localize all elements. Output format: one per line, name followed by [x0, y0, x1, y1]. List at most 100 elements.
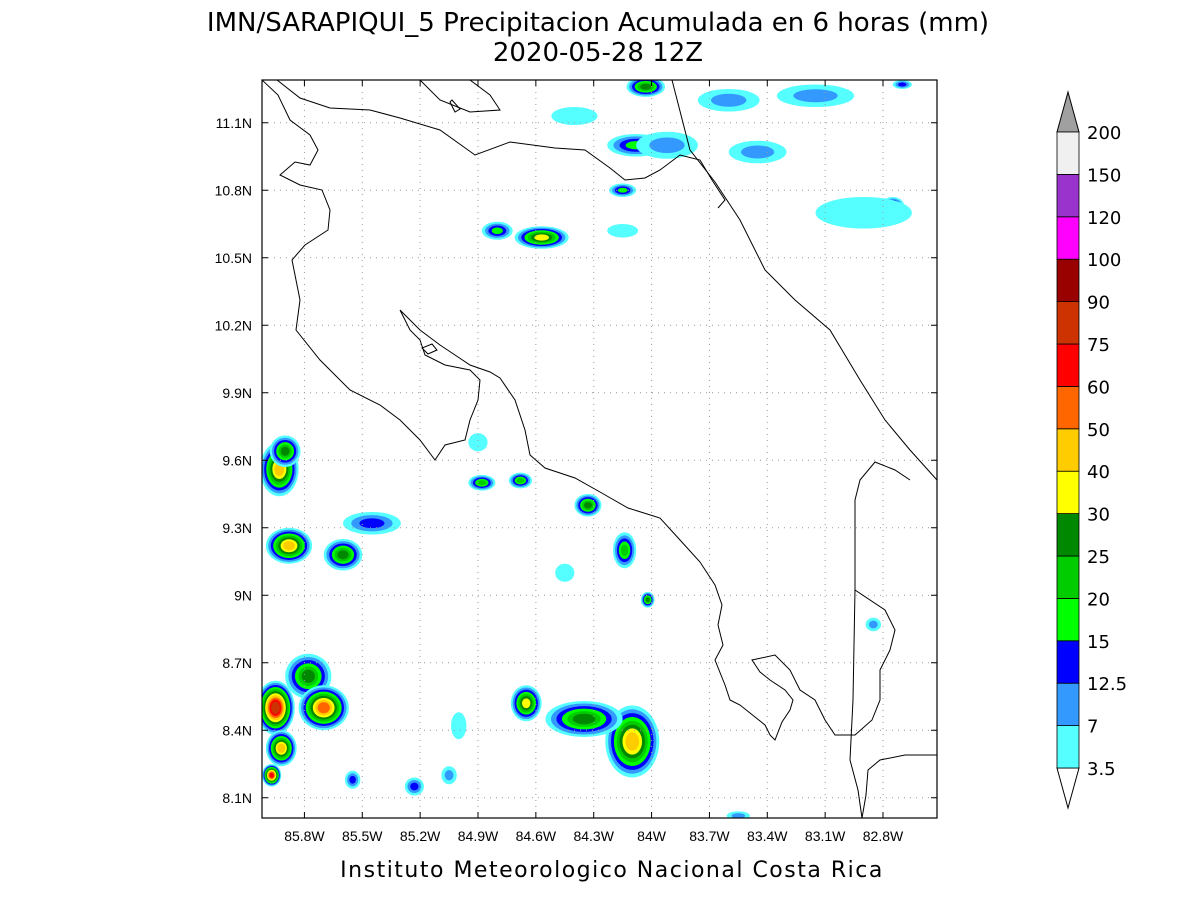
colorbar-swatch-1 — [1056, 682, 1080, 727]
burica-peninsula — [861, 754, 937, 818]
precip-cell-2 — [265, 527, 313, 564]
precip-cell-29-level-0 — [815, 196, 912, 229]
lake-nicaragua-shore — [419, 80, 501, 113]
colorbar-swatch-3 — [1056, 598, 1080, 642]
precip-cell-26-level-1 — [711, 93, 747, 107]
precip-cell-14 — [481, 221, 513, 240]
precip-cell-27 — [776, 84, 855, 108]
precip-cell-34 — [451, 712, 467, 740]
precip-cell-34-level-0 — [451, 712, 467, 740]
precip-cell-30 — [551, 107, 598, 125]
precip-cell-1 — [269, 435, 301, 468]
y-tick-label-6: 9.9N — [222, 385, 252, 401]
precip-cell-3 — [323, 538, 363, 571]
colorbar-swatch-0 — [1056, 725, 1080, 769]
precip-cell-36 — [468, 433, 488, 452]
precip-cell-13 — [514, 226, 569, 249]
y-tick-label-8: 10.5N — [215, 250, 252, 266]
precip-cell-7 — [298, 685, 349, 731]
y-tick-label-0: 8.1N — [222, 790, 252, 806]
colorbar-label-10: 75 — [1087, 335, 1110, 356]
colorbar-label-1: 7 — [1087, 717, 1098, 738]
precip-cell-20-level-5 — [640, 83, 652, 90]
x-tick-label-1: 85.5W — [342, 828, 383, 844]
x-tick-label-3: 84.9W — [458, 828, 499, 844]
precip-cell-12-level-6 — [522, 698, 531, 709]
precip-cell-32 — [404, 777, 424, 796]
precip-cell-35-level-0 — [555, 563, 575, 582]
x-tick-label-10: 82.8W — [863, 828, 904, 844]
map-background — [262, 80, 937, 818]
colorbar-label-15: 200 — [1087, 123, 1121, 144]
colorbar-label-4: 20 — [1087, 589, 1110, 610]
colorbar-label-14: 150 — [1087, 165, 1121, 186]
precip-cell-37-level-1 — [868, 620, 878, 629]
precip-cell-25 — [892, 80, 912, 89]
colorbar-under-arrow — [1056, 767, 1080, 810]
precip-cell-33-level-1 — [444, 770, 454, 781]
precip-cell-14-level-3 — [491, 227, 503, 235]
precip-cell-5-level-10 — [271, 701, 280, 714]
precip-cell-5 — [262, 680, 295, 735]
precip-cell-16 — [468, 474, 496, 491]
colorbar-swatch-8 — [1056, 385, 1080, 430]
precip-cell-37 — [865, 617, 882, 632]
colorbar-swatch-9 — [1056, 343, 1080, 387]
precip-cell-27-level-1 — [793, 89, 838, 103]
precip-cell-1-level-5 — [280, 446, 290, 456]
precip-cell-10 — [605, 705, 660, 778]
precipitation-field — [262, 80, 912, 818]
colorbar-label-2: 12.5 — [1087, 674, 1127, 695]
colorbar-swatch-2 — [1056, 640, 1080, 684]
precip-cell-39-level-0 — [607, 223, 639, 238]
precip-cell-30-level-0 — [551, 107, 598, 125]
precip-cell-31 — [344, 770, 361, 789]
precip-cell-38-level-1 — [731, 813, 746, 818]
colorbar-label-6: 30 — [1087, 505, 1110, 526]
x-tick-label-4: 84.6W — [516, 828, 557, 844]
colorbar-swatch-11 — [1056, 258, 1080, 303]
x-tick-label-6: 84W — [637, 828, 667, 844]
precip-cell-4 — [343, 511, 401, 535]
precip-cell-18-level-4 — [620, 544, 629, 557]
precip-cell-39 — [607, 223, 639, 238]
precip-cell-8 — [265, 730, 297, 767]
guanacaste-pacific-coast — [262, 80, 911, 741]
colorbar-label-3: 15 — [1087, 632, 1110, 653]
precip-cell-28 — [728, 140, 787, 164]
precip-cell-26 — [697, 88, 760, 112]
precip-cell-22-level-1 — [649, 137, 685, 154]
precip-cell-16-level-4 — [477, 480, 487, 486]
colorbar-swatch-6 — [1056, 470, 1080, 515]
colorbar-label-8: 50 — [1087, 420, 1110, 441]
map-frame — [261, 79, 938, 819]
precip-cell-31-level-2 — [349, 775, 356, 784]
axis-ticks: 85.8W 85.5W 85.2W 84.9W 84.6W 84.3W 84W 83.7W 83… — [215, 80, 937, 844]
y-tick-label-7: 10.2N — [215, 317, 252, 333]
precip-cell-8-level-7 — [277, 743, 286, 753]
colorbar-label-9: 60 — [1087, 377, 1110, 398]
precip-cell-15 — [574, 493, 602, 517]
coastlines-borders — [262, 80, 937, 818]
precip-cell-11-level-5 — [572, 713, 596, 725]
precip-cell-9 — [262, 763, 282, 787]
colorbar-swatch-13 — [1056, 173, 1080, 218]
colorbar-legend: 3.5 7 12.5 15 20 25 30 40 50 60 75 90 100 120 150 200 — [1056, 90, 1127, 810]
colorbar-swatch-7 — [1056, 428, 1080, 472]
precip-cell-19-level-5 — [645, 597, 650, 603]
map-panel: 85.8W 85.5W 85.2W 84.9W 84.6W 84.3W 84W 83.7W 83… — [215, 79, 938, 844]
y-tick-label-1: 8.4N — [222, 722, 252, 738]
nicaragua-costa-rica-border-and-north-coast — [276, 80, 726, 209]
x-tick-label-0: 85.8W — [284, 828, 325, 844]
precip-cell-35 — [555, 563, 575, 582]
precip-cell-4-level-2 — [359, 518, 385, 529]
costa-rica-caribbean-coast — [671, 80, 937, 481]
precip-cell-17-level-4 — [516, 478, 525, 483]
precip-cell-3-level-5 — [337, 550, 349, 560]
x-tick-label-9: 83.1W — [805, 828, 846, 844]
map-title: IMN/SARAPIQUI_5 Precipitacion Acumulada … — [207, 8, 989, 38]
colorbar-label-12: 100 — [1087, 250, 1121, 271]
precip-cell-18 — [612, 532, 637, 569]
colorbar-label-11: 90 — [1087, 293, 1110, 314]
precip-cell-32-level-2 — [410, 782, 419, 791]
